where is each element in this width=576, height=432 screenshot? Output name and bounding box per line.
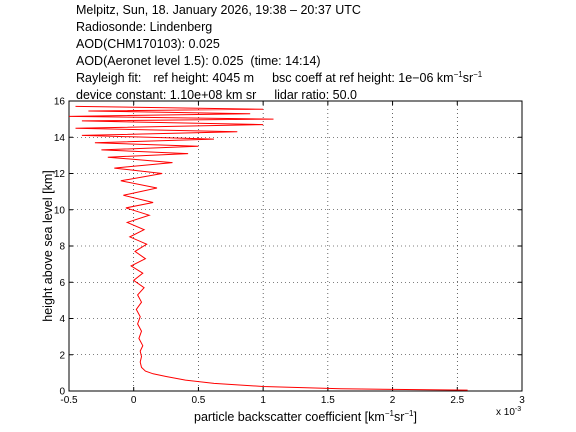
x-multiplier-base: x 10 bbox=[496, 407, 515, 418]
device-line: device constant: 1.10e+08 km sr lidar rat… bbox=[76, 87, 482, 104]
y-tick-label: 12 bbox=[54, 169, 66, 180]
lidar-ratio: lidar ratio: 50.0 bbox=[274, 88, 357, 102]
x-axis-multiplier: x 10-3 bbox=[496, 406, 521, 418]
x-axis-label-exp1: −1 bbox=[385, 409, 395, 418]
aod-aeronet: AOD(Aeronet level 1.5): 0.025 (time: 14:… bbox=[76, 53, 482, 70]
y-tick-label: 8 bbox=[59, 242, 65, 253]
y-tick-label: 0 bbox=[59, 387, 65, 398]
bsc-coeff-exp2: −1 bbox=[473, 70, 483, 79]
x-tick-labels: -0.5 0 0.5 1 1.5 2 2.5 3 bbox=[60, 395, 525, 406]
aod-chm: AOD(CHM170103): 0.025 bbox=[76, 37, 220, 51]
title-location-date: Melpitz, Sun, 18. January 2026, 19:38 – … bbox=[76, 3, 361, 17]
y-tick-label: 10 bbox=[54, 205, 66, 216]
bsc-coeff: bsc coeff at ref height: 1e−06 km−1sr−1 bbox=[272, 70, 483, 86]
x-multiplier-exp: -3 bbox=[515, 406, 521, 413]
chart-header: Melpitz, Sun, 18. January 2026, 19:38 – … bbox=[76, 2, 482, 104]
aod-aeronet-value: AOD(Aeronet level 1.5): 0.025 bbox=[76, 54, 244, 68]
y-axis-label: height above sea level [km] bbox=[41, 170, 55, 321]
device-constant: device constant: 1.10e+08 km sr bbox=[76, 88, 257, 102]
y-tick-label: 6 bbox=[59, 278, 65, 289]
x-tick-label: 1.5 bbox=[321, 395, 335, 406]
bsc-coeff-exp1: −1 bbox=[453, 70, 463, 79]
grid-lines bbox=[69, 101, 522, 391]
radiosonde-info: Radiosonde: Lindenberg bbox=[76, 20, 213, 34]
bsc-coeff-prefix: bsc coeff at ref height: 1e−06 km bbox=[272, 71, 454, 85]
x-tick-label: 3 bbox=[519, 395, 525, 406]
backscatter-profile-line bbox=[68, 105, 468, 391]
x-tick-label: 1 bbox=[260, 395, 266, 406]
rayleigh-fit-label: Rayleigh fit: bbox=[76, 71, 142, 85]
aod-aeronet-time: (time: 14:14) bbox=[250, 54, 321, 68]
y-tick-label: 2 bbox=[59, 350, 65, 361]
x-tick-label: 0 bbox=[131, 395, 137, 406]
y-tick-label: 4 bbox=[59, 314, 65, 325]
bsc-coeff-sr: sr bbox=[462, 71, 474, 85]
axis-ticks bbox=[68, 100, 523, 392]
x-axis-label: particle backscatter coefficient [km−1sr… bbox=[194, 409, 417, 424]
x-tick-label: 2 bbox=[390, 395, 396, 406]
x-axis-label-sr: sr bbox=[394, 410, 404, 424]
x-axis-label-end: ] bbox=[414, 410, 417, 424]
y-tick-labels: 0 2 4 6 8 10 12 14 16 bbox=[54, 97, 66, 398]
ref-height: ref height: 4045 m bbox=[153, 71, 255, 85]
rayleigh-fit-line: Rayleigh fit: ref height: 4045 m bsc coeff… bbox=[76, 70, 482, 87]
x-axis-label-exp2: −1 bbox=[404, 409, 414, 418]
x-axis-label-main: particle backscatter coefficient [km bbox=[194, 410, 385, 424]
x-tick-label: 0.5 bbox=[191, 395, 205, 406]
y-tick-label: 14 bbox=[54, 133, 66, 144]
y-tick-label: 16 bbox=[54, 97, 66, 108]
x-tick-label: 2.5 bbox=[450, 395, 464, 406]
x-tick-label: -0.5 bbox=[60, 395, 78, 406]
